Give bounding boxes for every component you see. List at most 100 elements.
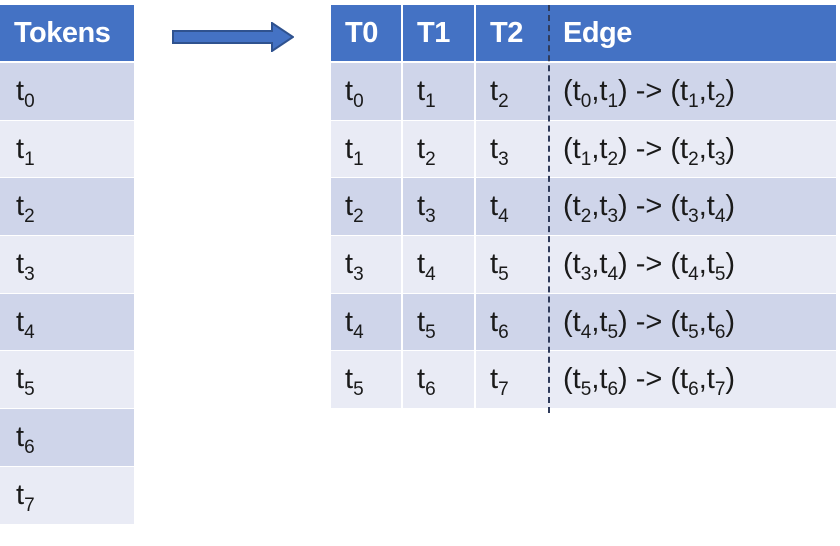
tokens-table: Tokens t0 t1 t2 t3 t4 t5 t6 t7 bbox=[0, 5, 134, 525]
cell-t2: t7 bbox=[476, 351, 549, 408]
cell-t2: t3 bbox=[476, 121, 549, 178]
edge-token: t1 bbox=[572, 132, 592, 170]
cell-t0: t2 bbox=[331, 178, 403, 236]
token-cell: t1 bbox=[16, 132, 35, 170]
edge-token: t2 bbox=[599, 132, 619, 170]
token-t0: t2 bbox=[345, 190, 364, 228]
cell-edge: (t3, t4) -> (t4, t5) bbox=[563, 247, 736, 285]
cell-t0: t5 bbox=[331, 351, 403, 409]
edge-table: T0 T1 T2 Edge t0 t1 t2(t0, t1) -> (t1, t2)… bbox=[331, 5, 836, 413]
header-t0: T0 bbox=[331, 5, 403, 61]
token-cell: t7 bbox=[16, 478, 35, 516]
edge-token: t6 bbox=[599, 363, 619, 401]
edge-token: t6 bbox=[680, 363, 699, 401]
edge-token: t1 bbox=[680, 74, 699, 112]
edge-table-row: t2 t3 t4(t2, t3) -> (t3, t4) bbox=[331, 178, 836, 237]
cell-t2: t2 bbox=[476, 63, 549, 120]
token-row: t0 bbox=[0, 63, 134, 121]
token-cell: t0 bbox=[16, 74, 35, 112]
edge-token: t5 bbox=[599, 305, 619, 343]
cell-t1: t3 bbox=[403, 178, 476, 236]
cell-t0: t0 bbox=[331, 63, 403, 120]
cell-t2: t4 bbox=[476, 178, 549, 235]
edge-token: t4 bbox=[599, 247, 619, 285]
token-t1: t6 bbox=[417, 363, 436, 401]
cell-edge: (t5, t6) -> (t6, t7) bbox=[563, 363, 736, 401]
token-t1: t2 bbox=[417, 132, 436, 170]
edge-token: t3 bbox=[572, 247, 592, 285]
cell-t0: t4 bbox=[331, 293, 403, 351]
edge-token: t4 bbox=[680, 247, 699, 285]
cell-t1: t2 bbox=[403, 120, 476, 178]
token-row: t6 bbox=[0, 409, 134, 467]
token-t0: t0 bbox=[345, 74, 364, 112]
header-edge: Edge bbox=[563, 16, 632, 49]
edge-table-header-row: T0 T1 T2 Edge bbox=[331, 5, 836, 63]
edge-token: t2 bbox=[706, 74, 726, 112]
edge-token: t0 bbox=[572, 74, 592, 112]
edge-table-row: t0 t1 t2(t0, t1) -> (t1, t2) bbox=[331, 63, 836, 121]
cell-t0: t1 bbox=[331, 120, 403, 178]
token-cell: t4 bbox=[16, 305, 35, 343]
header-t2: T2 bbox=[490, 16, 523, 49]
edge-token: t5 bbox=[680, 305, 699, 343]
edge-token: t3 bbox=[599, 190, 619, 228]
edge-token: t3 bbox=[680, 190, 699, 228]
cell-edge: (t2, t3) -> (t3, t4) bbox=[563, 190, 736, 228]
token-t2: t7 bbox=[490, 363, 509, 401]
token-row: t1 bbox=[0, 120, 134, 179]
token-t1: t5 bbox=[417, 305, 436, 343]
tokens-header: Tokens bbox=[0, 5, 134, 63]
edge-table-rows: t0 t1 t2(t0, t1) -> (t1, t2) t1 t2 t3(t1, t2)… bbox=[331, 63, 836, 410]
token-cell: t5 bbox=[16, 363, 35, 401]
edge-token: t3 bbox=[706, 132, 726, 170]
tokens-rows: t0 t1 t2 t3 t4 t5 t6 t7 bbox=[0, 63, 134, 525]
cell-edge: (t0, t1) -> (t1, t2) bbox=[563, 74, 736, 112]
cell-t2: t5 bbox=[476, 236, 549, 293]
header-t1: T1 bbox=[403, 5, 476, 61]
cell-edge: (t4, t5) -> (t5, t6) bbox=[563, 305, 736, 343]
edge-table-row: t1 t2 t3(t1, t2) -> (t2, t3) bbox=[331, 120, 836, 179]
token-t2: t6 bbox=[490, 305, 509, 343]
token-cell: t3 bbox=[16, 247, 35, 285]
token-t0: t1 bbox=[345, 132, 364, 170]
cell-t0: t3 bbox=[331, 236, 403, 293]
edge-token: t4 bbox=[572, 305, 592, 343]
token-t2: t4 bbox=[490, 190, 509, 228]
edge-token: t5 bbox=[706, 247, 726, 285]
edge-table-row: t3 t4 t5(t3, t4) -> (t4, t5) bbox=[331, 236, 836, 294]
edge-token: t4 bbox=[706, 190, 726, 228]
edge-token: t5 bbox=[572, 363, 592, 401]
cell-t2: t6 bbox=[476, 294, 549, 351]
edge-token: t7 bbox=[706, 363, 726, 401]
token-t2: t2 bbox=[490, 74, 509, 112]
cell-t1: t1 bbox=[403, 63, 476, 120]
token-row: t4 bbox=[0, 293, 134, 352]
edge-table-row: t4 t5 t6(t4, t5) -> (t5, t6) bbox=[331, 293, 836, 352]
token-row: t2 bbox=[0, 178, 134, 237]
edge-token: t6 bbox=[706, 305, 726, 343]
token-cell: t6 bbox=[16, 420, 35, 458]
column-divider-dashed bbox=[548, 5, 550, 413]
edge-table-row: t5 t6 t7(t5, t6) -> (t6, t7) bbox=[331, 351, 836, 410]
token-t0: t4 bbox=[345, 305, 364, 343]
edge-token: t2 bbox=[680, 132, 699, 170]
edge-token: t1 bbox=[599, 74, 619, 112]
token-t1: t3 bbox=[417, 190, 436, 228]
cell-t1: t6 bbox=[403, 351, 476, 409]
token-t1: t1 bbox=[417, 74, 436, 112]
token-row: t3 bbox=[0, 236, 134, 294]
edge-token: t2 bbox=[572, 190, 592, 228]
token-t2: t3 bbox=[490, 132, 509, 170]
cell-edge: (t1, t2) -> (t2, t3) bbox=[563, 132, 736, 170]
token-t1: t4 bbox=[417, 247, 436, 285]
token-t0: t3 bbox=[345, 247, 364, 285]
right-arrow-icon bbox=[172, 22, 294, 52]
cell-t1: t5 bbox=[403, 293, 476, 351]
token-t2: t5 bbox=[490, 247, 509, 285]
token-row: t7 bbox=[0, 466, 134, 525]
token-t0: t5 bbox=[345, 363, 364, 401]
token-cell: t2 bbox=[16, 190, 35, 228]
cell-t1: t4 bbox=[403, 236, 476, 293]
token-row: t5 bbox=[0, 351, 134, 410]
